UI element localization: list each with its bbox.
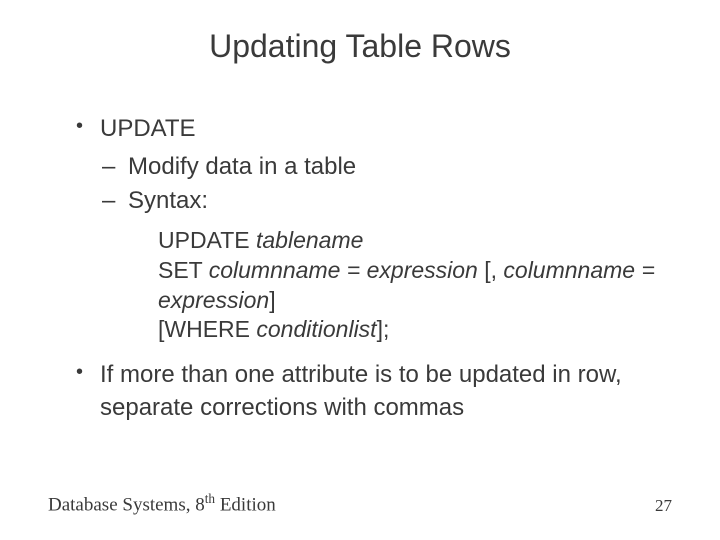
code-line-2: SET columnname = expression [, columnnam…: [158, 256, 672, 316]
code-kw-where: [WHERE: [158, 316, 256, 342]
bullet-syntax: Syntax:: [72, 185, 672, 216]
code-conditionlist: conditionlist: [256, 316, 376, 342]
code-terminator: ];: [377, 316, 390, 342]
code-line-1: UPDATE tablename: [158, 226, 672, 256]
footer-book-title: Database Systems, 8th Edition: [48, 491, 276, 516]
slide: Updating Table Rows UPDATE Modify data i…: [0, 0, 720, 540]
code-kw-update: UPDATE: [158, 227, 256, 253]
code-colexpr1: columnname = expression: [209, 257, 478, 283]
slide-footer: Database Systems, 8th Edition 27: [48, 491, 672, 516]
footer-page-number: 27: [655, 496, 672, 516]
bullet-update: UPDATE: [72, 113, 672, 145]
code-bracket-open: [,: [478, 257, 504, 283]
syntax-code: UPDATE tablename SET columnname = expres…: [72, 226, 672, 346]
slide-title: Updating Table Rows: [0, 28, 720, 65]
bullet-multiple-attrs: If more than one attribute is to be upda…: [72, 359, 672, 424]
code-tablename: tablename: [256, 227, 363, 253]
slide-content: UPDATE Modify data in a table Syntax: UP…: [0, 113, 720, 424]
code-bracket-close: ]: [269, 287, 275, 313]
code-line-3: [WHERE conditionlist];: [158, 315, 672, 345]
footer-text-b: Edition: [215, 494, 276, 515]
footer-ordinal: th: [205, 491, 215, 506]
code-kw-set: SET: [158, 257, 209, 283]
footer-text-a: Database Systems, 8: [48, 494, 205, 515]
bullet-modify: Modify data in a table: [72, 151, 672, 182]
